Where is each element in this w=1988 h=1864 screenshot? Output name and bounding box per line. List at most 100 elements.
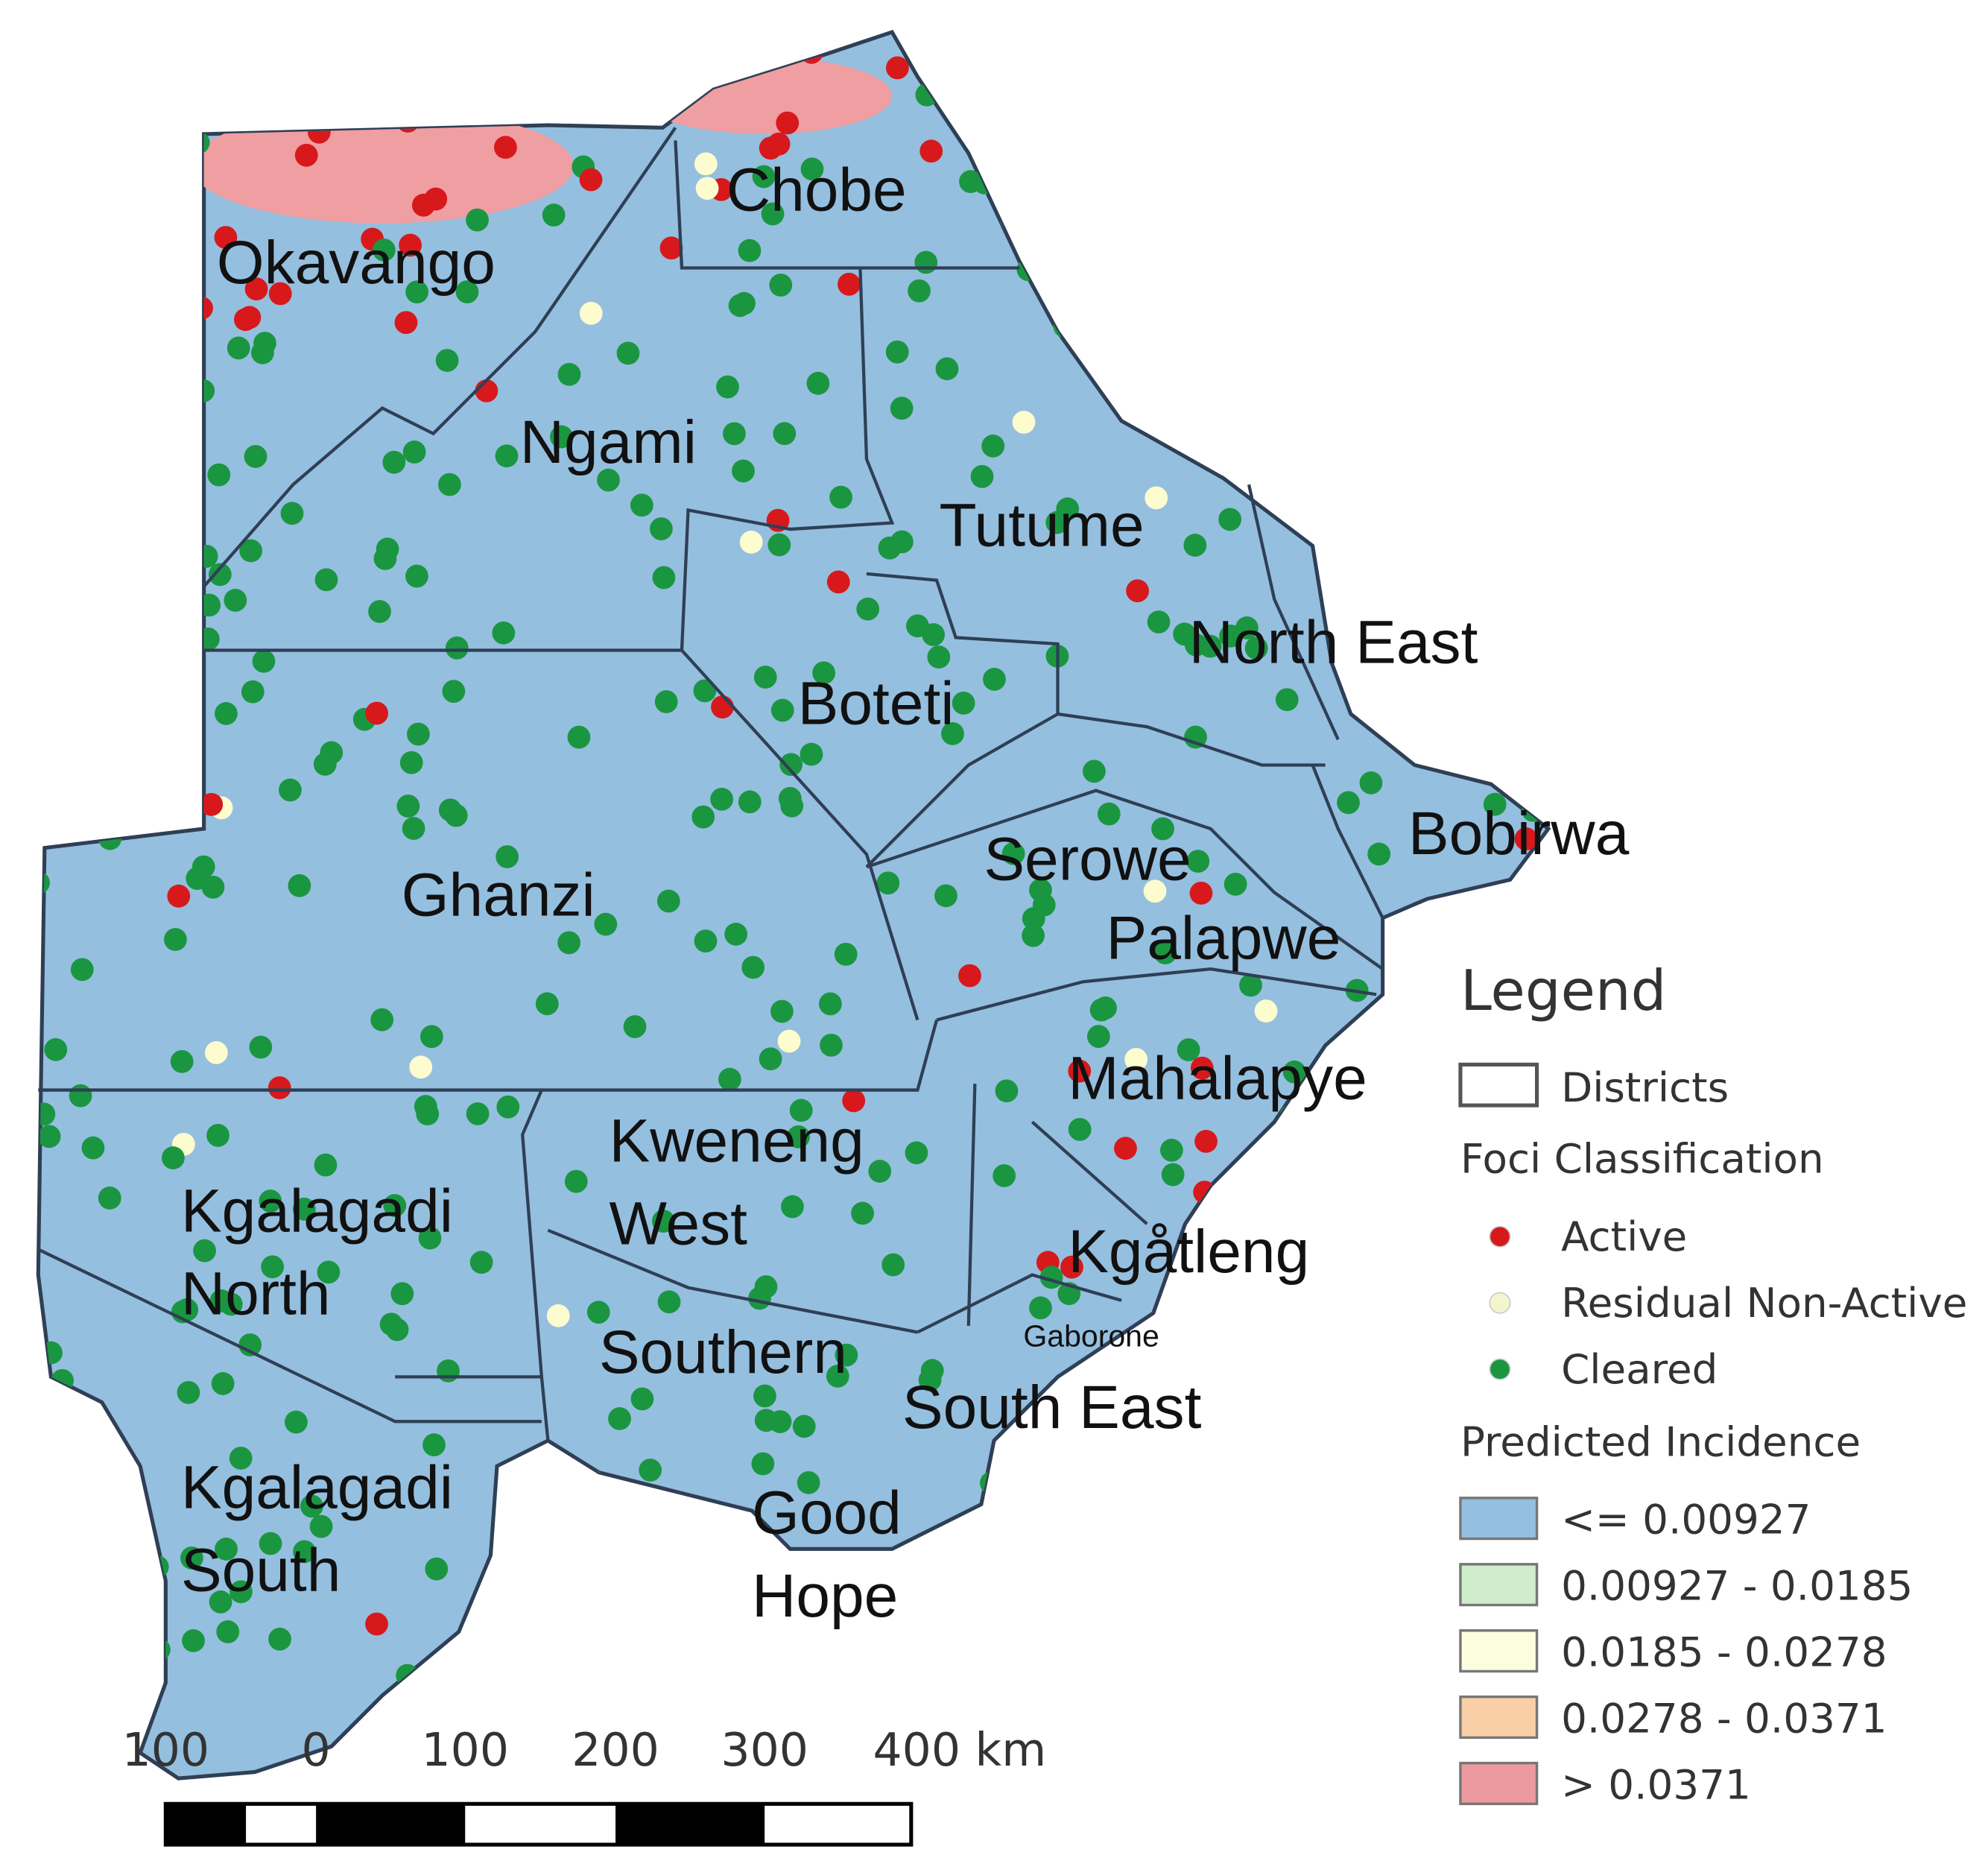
focus-point (1190, 1056, 1214, 1080)
focus-point (434, 32, 458, 47)
focus-point (890, 530, 914, 554)
focus-point (1535, 1502, 1548, 1526)
focus-point (732, 459, 755, 483)
focus-point (292, 1197, 316, 1221)
legend-incidence-item: > 0.0371 (1561, 1760, 1751, 1808)
focus-point (102, 1661, 126, 1684)
focus-point (623, 1015, 647, 1038)
focus-point (244, 277, 268, 301)
focus-point (550, 425, 573, 449)
label-ghanzi: Ghanzi (402, 861, 595, 929)
focus-point (382, 450, 406, 474)
focus-point (1001, 841, 1025, 865)
focus-point (983, 668, 1006, 691)
high-incidence-okavango (191, 108, 574, 224)
focus-point (800, 157, 824, 181)
focus-point (1218, 508, 1242, 531)
focus-point (1501, 165, 1525, 189)
focus-point (1048, 124, 1072, 148)
focus-point (630, 493, 653, 517)
focus-point (1301, 1686, 1324, 1710)
focus-point (1284, 1711, 1308, 1735)
focus-point (165, 801, 189, 825)
focus-point (1167, 1603, 1190, 1626)
focus-point (71, 657, 95, 680)
label-ngami: Ngami (520, 408, 697, 476)
legend: Legend Districts Foci Classification Act… (1458, 958, 1967, 1808)
focus-point (958, 964, 981, 988)
foci-swatch (1489, 1225, 1511, 1248)
focus-point (1012, 411, 1036, 434)
focus-point (193, 1239, 216, 1263)
focus-point (806, 371, 830, 395)
focus-point (197, 593, 221, 617)
focus-point (710, 788, 734, 811)
label-good-hope-1: Good (752, 1479, 902, 1547)
focus-point (1291, 337, 1315, 361)
focus-point (754, 1409, 778, 1432)
focus-point (445, 636, 469, 660)
focus-point (1524, 1324, 1548, 1347)
focus-point (407, 722, 430, 746)
focus-point (797, 1470, 820, 1494)
focus-point (752, 165, 776, 189)
focus-point (675, 1573, 699, 1597)
focus-point (1023, 154, 1047, 177)
focus-point (753, 1384, 776, 1408)
focus-point (630, 1387, 654, 1411)
focus-point (396, 110, 420, 133)
incidence-swatch (1459, 1563, 1539, 1607)
focus-point (1352, 399, 1376, 423)
focus-point (665, 1604, 688, 1628)
focus-point (409, 1055, 433, 1079)
focus-point (908, 279, 931, 303)
focus-point (1401, 1418, 1425, 1442)
focus-point (1056, 497, 1080, 521)
focus-point (204, 1041, 228, 1064)
focus-point (157, 388, 180, 411)
focus-point (1219, 625, 1242, 648)
focus-point (307, 120, 331, 144)
focus-point (1173, 188, 1197, 211)
label-bobirwa: Bobirwa (1408, 800, 1630, 868)
focus-point (211, 1372, 235, 1395)
focus-point (38, 376, 54, 399)
focus-point (496, 1095, 520, 1119)
focus-point (856, 597, 880, 621)
label-kgatleng: Kgåtleng (1068, 1218, 1309, 1286)
focus-point (373, 238, 396, 262)
focus-point (455, 280, 479, 304)
focus-point (229, 42, 253, 66)
focus-point (1089, 998, 1113, 1022)
focus-point (1404, 958, 1428, 981)
focus-point (952, 1544, 975, 1567)
focus-point (1202, 1710, 1225, 1734)
focus-point (51, 1410, 75, 1434)
focus-point (268, 1076, 291, 1099)
focus-point (656, 889, 680, 913)
focus-point (54, 339, 77, 363)
focus-point (652, 566, 676, 590)
focus-point (927, 645, 951, 669)
focus-point (1097, 1730, 1120, 1754)
focus-point (1068, 1059, 1092, 1083)
focus-point (1371, 1675, 1395, 1699)
focus-point (196, 627, 220, 651)
focus-point (214, 226, 238, 250)
label-north-east: North East (1189, 609, 1478, 677)
scale-tick-label: 400 km (873, 1723, 1047, 1777)
focus-point (1475, 588, 1498, 611)
incidence-swatch (1459, 1497, 1539, 1541)
focus-point (767, 533, 791, 557)
focus-point (995, 1079, 1019, 1103)
focus-point (190, 296, 213, 320)
focus-point (164, 928, 187, 951)
focus-point (1323, 1608, 1346, 1631)
focus-point (1415, 225, 1439, 249)
focus-point (320, 741, 344, 765)
focus-point (826, 570, 850, 594)
focus-point (1075, 1490, 1099, 1514)
focus-point (918, 1368, 942, 1391)
focus-point (438, 798, 462, 822)
label-southern: Southern (599, 1318, 847, 1386)
